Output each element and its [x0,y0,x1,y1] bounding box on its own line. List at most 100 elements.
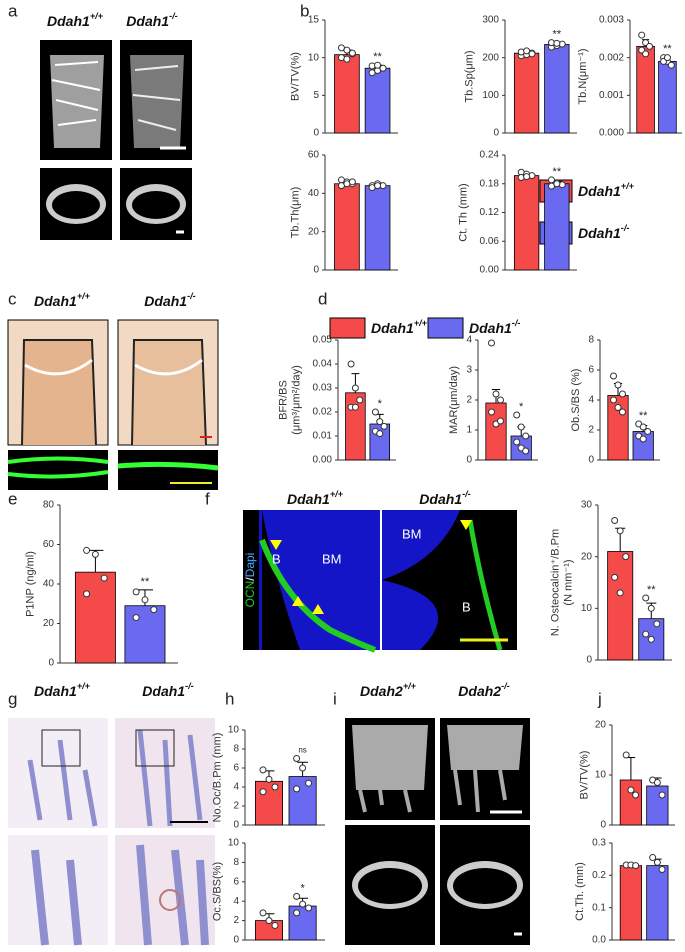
significance: ** [639,410,648,422]
stain-label: OCN/Dapi [243,553,257,608]
gene: Ddah1 [34,293,77,309]
panel-label: b [300,1,309,20]
data-point [141,596,149,604]
data-point [351,384,359,392]
gene: Ddah1 [47,13,90,29]
data-point [376,418,384,426]
data-point [343,46,351,54]
y-axis-label: BV/TV(%) [579,751,591,800]
data-point [647,635,655,643]
genotype-label: Ddah1+/+ [578,181,635,198]
y-tick-label: 0.00 [480,265,500,276]
y-tick-label: 5 [313,90,319,101]
data-point [492,390,500,398]
significance: ** [553,166,562,178]
data-point [347,360,355,368]
data-point [663,54,671,62]
y-tick-label: 0.05 [313,335,333,346]
y-tick-label: 2 [233,801,239,812]
data-point [379,64,387,72]
allele: +/+ [90,11,104,21]
data-point [299,764,307,772]
data-point [513,438,521,446]
allele: +/+ [403,681,417,691]
genotype-label: Ddah1-/- [469,318,520,335]
gene: Ddah2 [360,683,403,699]
bar [636,45,655,134]
y-tick-label: 10 [581,603,593,614]
y-tick-label: 0 [313,265,319,276]
panel-label: j [597,689,602,708]
genotype-label: Ddah1+/+ [371,318,428,335]
gene: Ddah1 [371,320,414,336]
y-tick-label: 0.1 [592,902,606,913]
data-point [83,590,91,598]
panel-label: a [8,1,18,20]
data-point [259,788,267,796]
y-tick-label: 0.24 [480,150,500,161]
bar [124,605,166,664]
gene: Ddah1 [126,13,169,29]
y-tick-label: 0.000 [599,128,624,139]
bar [646,785,669,826]
genotype-label: Ddah1+/+ [34,681,91,698]
y-tick-label: 1 [466,425,472,436]
panel-label: e [8,489,17,508]
y-tick-label: 0 [493,128,499,139]
y-tick-label: 0.002 [599,52,624,63]
bar [364,67,391,134]
significance: * [519,401,524,413]
bar [345,392,366,461]
data-point [371,408,379,416]
y-axis-label: Ct.Th. (mm) [574,862,586,921]
y-tick-label: 0.03 [313,383,333,394]
y-tick-label: 2 [466,395,472,406]
data-point [305,779,313,787]
allele: -/- [169,11,178,21]
bar [74,571,116,664]
y-axis-label: Tb.N(μm⁻¹) [577,48,589,104]
gene: Ddah1 [144,293,187,309]
y-tick-label: 0 [586,655,592,666]
significance: ** [553,29,562,41]
gene: Ddah1 [34,683,77,699]
legend-swatch [427,317,464,339]
y-tick-label: 10 [228,725,240,736]
y-tick-label: 0.02 [313,407,333,418]
y-axis-label: P1NP (ng/ml) [24,551,36,617]
data-point [645,42,653,50]
data-point [638,31,646,39]
bar [544,183,570,271]
bar [513,175,540,271]
legend-swatch [329,317,366,339]
immunofluorescence-images [243,510,517,653]
allele: -/- [462,489,471,499]
error-bar [626,757,636,780]
data-point [627,786,635,794]
allele: -/- [187,291,196,301]
ocn: OCN [243,581,257,608]
data-point [653,779,661,786]
panel-label: c [8,289,17,308]
micro-ct-images [40,40,192,240]
data-point [513,411,521,419]
significance: ** [647,584,656,596]
data-point [293,892,301,900]
data-point [611,517,619,524]
y-tick-label: 0.00 [313,455,333,466]
significance: ns [298,746,306,755]
data-point [271,783,279,791]
data-point [658,866,666,874]
genotype-label: Ddah2+/+ [360,681,417,698]
y-tick-label: 4 [588,395,594,406]
genotype-label: Ddah1+/+ [34,291,91,308]
bar [254,780,283,826]
data-point [488,408,496,416]
data-point [91,550,99,558]
data-point [611,573,619,581]
gene: Ddah1 [419,491,462,507]
data-point [553,39,561,47]
y-tick-label: 8 [588,335,594,346]
data-point [374,61,382,69]
data-point [374,182,382,190]
